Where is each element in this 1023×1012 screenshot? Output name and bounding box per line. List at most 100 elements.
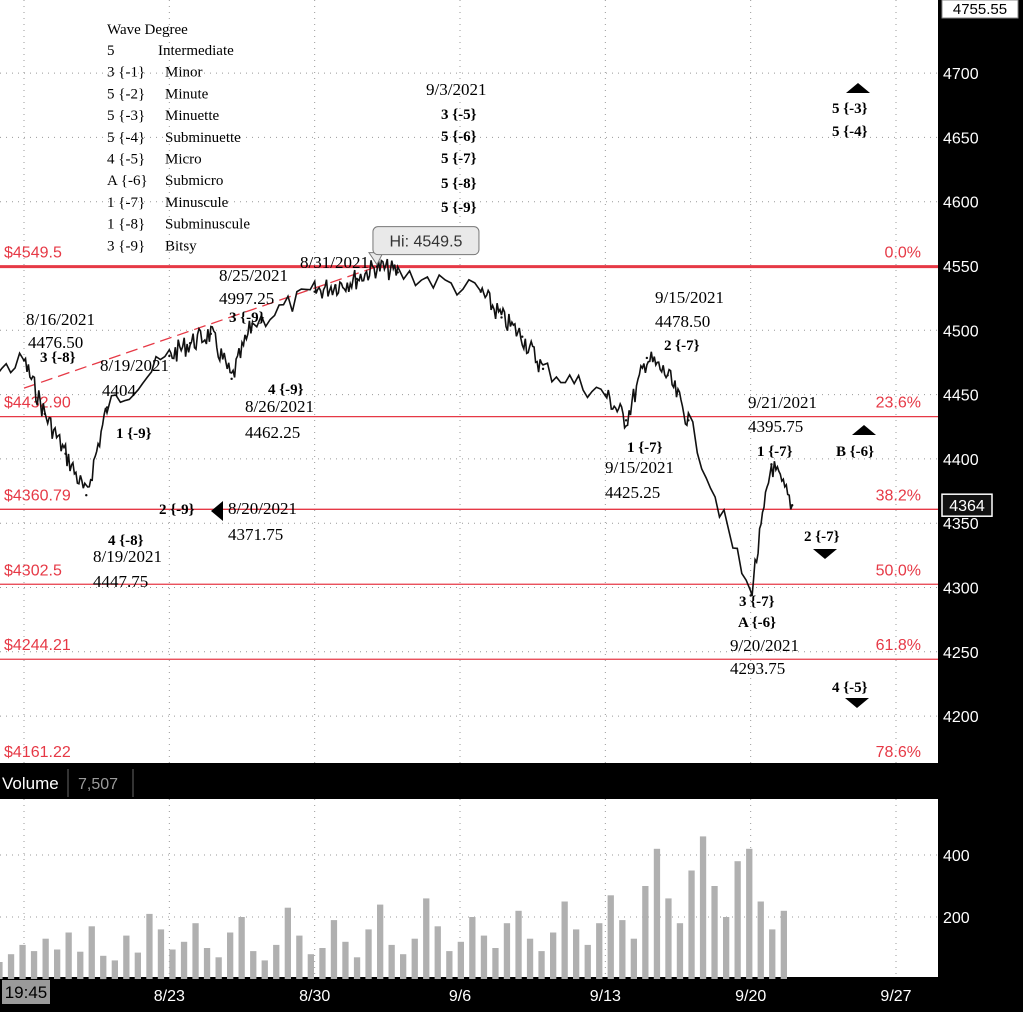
volume-bar	[446, 951, 453, 979]
legend-code: 3 {-9}	[107, 238, 145, 254]
wave-annotation: 4371.75	[228, 525, 283, 544]
legend-degree: Subminuette	[165, 130, 241, 146]
price-point	[105, 406, 109, 409]
wave-annotation: 4425.25	[605, 483, 660, 502]
x-tick-label: 9/27	[880, 988, 911, 1005]
wave-annotation: 3 {-5}	[441, 107, 477, 123]
volume-tick-label: 400	[943, 848, 970, 865]
wave-annotation: 5 {-4}	[832, 124, 868, 140]
wave-annotation: 8/19/2021	[93, 547, 162, 566]
volume-bar	[319, 948, 326, 979]
volume-bar	[19, 944, 26, 979]
fib-price-label: $4360.79	[4, 487, 71, 504]
volume-bar	[561, 901, 568, 979]
volume-bar	[215, 957, 222, 979]
price-point	[666, 374, 669, 377]
down-triangle-marker	[813, 549, 837, 559]
x-tick-label: 8/30	[299, 988, 330, 1005]
x-tick-label: 9/20	[735, 988, 766, 1005]
legend-code: 5 {-2}	[107, 86, 145, 102]
up-triangle-marker	[852, 425, 876, 435]
volume-bar	[180, 941, 188, 979]
y-tick-label: 4650	[943, 130, 979, 147]
volume-bar	[480, 935, 488, 979]
wave-annotation: 4 {-9}	[268, 382, 304, 398]
price-point	[521, 335, 524, 338]
price-point	[168, 354, 171, 358]
volume-bar	[203, 948, 211, 979]
wave-annotation: 4 {-5}	[832, 680, 868, 696]
volume-bar	[780, 910, 787, 979]
wave-annotation: 3 {-8}	[40, 350, 76, 366]
volume-bar	[192, 923, 199, 979]
legend-degree: Subminuscule	[165, 217, 250, 233]
legend-degree: Minuette	[165, 108, 219, 124]
volume-bar	[676, 923, 684, 979]
volume-bar	[630, 938, 637, 979]
legend-code: 5 {-4}	[107, 130, 145, 146]
fib-percent-label: 0.0%	[885, 245, 921, 262]
price-point	[687, 419, 690, 422]
fib-percent-label: 78.6%	[876, 744, 921, 761]
time-label-box	[2, 980, 50, 1004]
wave-annotation: 1 {-7}	[627, 440, 663, 456]
price-point	[645, 356, 649, 360]
left-triangle-marker	[211, 501, 223, 521]
volume-bar	[169, 949, 176, 979]
up-triangle-marker	[846, 83, 870, 93]
volume-bar	[261, 960, 268, 979]
volume-bar	[111, 960, 118, 979]
volume-bar	[734, 861, 741, 979]
volume-bar	[227, 932, 234, 979]
wave-annotation: 1 {-9}	[116, 426, 152, 442]
volume-bar	[711, 886, 718, 979]
volume-last-value: 7,507	[78, 776, 118, 793]
volume-bar	[77, 951, 84, 979]
volume-bar	[238, 917, 245, 979]
volume-bar	[296, 935, 303, 979]
wave-annotation: 5 {-3}	[832, 101, 868, 117]
wave-annotation: 4395.75	[748, 417, 803, 436]
price-point	[749, 594, 752, 597]
y-tick-label: 4500	[943, 323, 979, 340]
wave-annotation: 1 {-7}	[757, 444, 793, 460]
volume-bar	[746, 848, 753, 979]
volume-bar	[526, 938, 534, 979]
volume-bar	[250, 951, 257, 979]
legend-code: 4 {-5}	[107, 152, 145, 168]
price-point	[64, 452, 67, 455]
volume-bar	[457, 941, 464, 979]
down-triangle-marker	[845, 698, 869, 708]
wave-annotation: 5 {-7}	[441, 151, 477, 167]
volume-bar	[757, 901, 764, 979]
fib-percent-label: 61.8%	[876, 637, 921, 654]
wave-annotation: 8/25/2021	[219, 266, 288, 285]
volume-bar	[400, 954, 407, 979]
fib-percent-label: 38.2%	[876, 487, 921, 504]
wave-annotation: 9/15/2021	[655, 288, 724, 307]
hi-tooltip[interactable]	[372, 226, 480, 256]
volume-bar	[642, 886, 649, 979]
wave-annotation: 2 {-7}	[664, 338, 700, 354]
volume-bar	[0, 962, 3, 979]
wave-annotation: 4404	[102, 381, 137, 400]
y-tick-label: 4200	[943, 709, 979, 726]
price-series-line[interactable]	[0, 258, 793, 597]
volume-bar	[65, 932, 72, 979]
volume-bar	[550, 932, 557, 979]
volume-bar	[123, 935, 130, 979]
trend-line[interactable]	[23, 266, 378, 389]
volume-bar	[365, 929, 372, 979]
fib-price-label: $4161.22	[4, 744, 71, 761]
volume-bar	[7, 954, 15, 979]
wave-annotation: 4 {-8}	[108, 533, 144, 549]
volume-bar	[619, 920, 626, 979]
y-tick-label: 4250	[943, 645, 979, 662]
price-point	[230, 377, 233, 381]
y-tick-label: 4450	[943, 388, 979, 405]
volume-bar	[607, 895, 614, 979]
volume-bar	[388, 944, 395, 979]
